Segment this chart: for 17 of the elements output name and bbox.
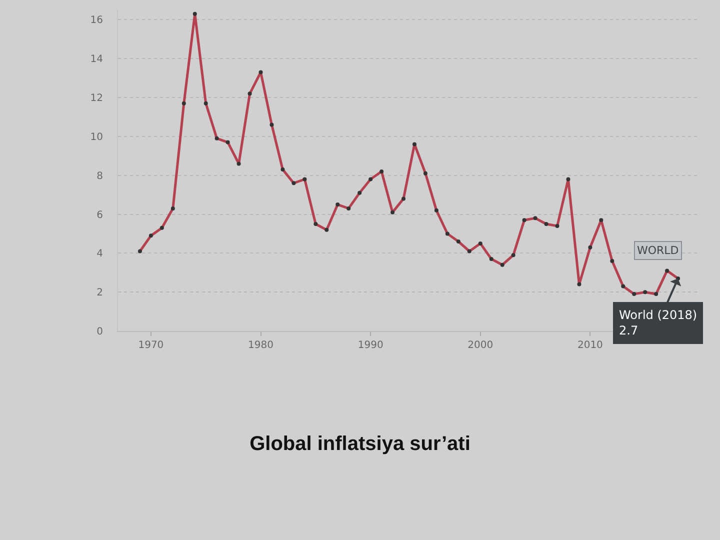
text: Global inflatsiya sur’ati	[250, 433, 470, 455]
x-tick-label: 1970	[138, 340, 164, 351]
x-tick-label: 2000	[468, 340, 494, 351]
y-tick-label: 0	[96, 326, 103, 338]
x-tick-label: 2010	[577, 340, 603, 351]
y-tick-label: 6	[96, 210, 103, 221]
y-tick-label: 12	[90, 93, 103, 104]
x-tick-label: 1990	[358, 340, 384, 351]
y-tick-label: 2	[96, 288, 103, 299]
y-tick-label: 14	[90, 54, 103, 66]
y-tick-label: 10	[90, 132, 103, 143]
y-tick-label: 8	[96, 170, 103, 182]
annotation: World (2018) 2.7	[619, 308, 698, 338]
y-tick-label: 16	[90, 15, 103, 26]
x-tick-label: 1980	[248, 340, 274, 351]
series-label: WORLD	[637, 244, 679, 257]
y-tick-label: 4	[96, 248, 103, 260]
